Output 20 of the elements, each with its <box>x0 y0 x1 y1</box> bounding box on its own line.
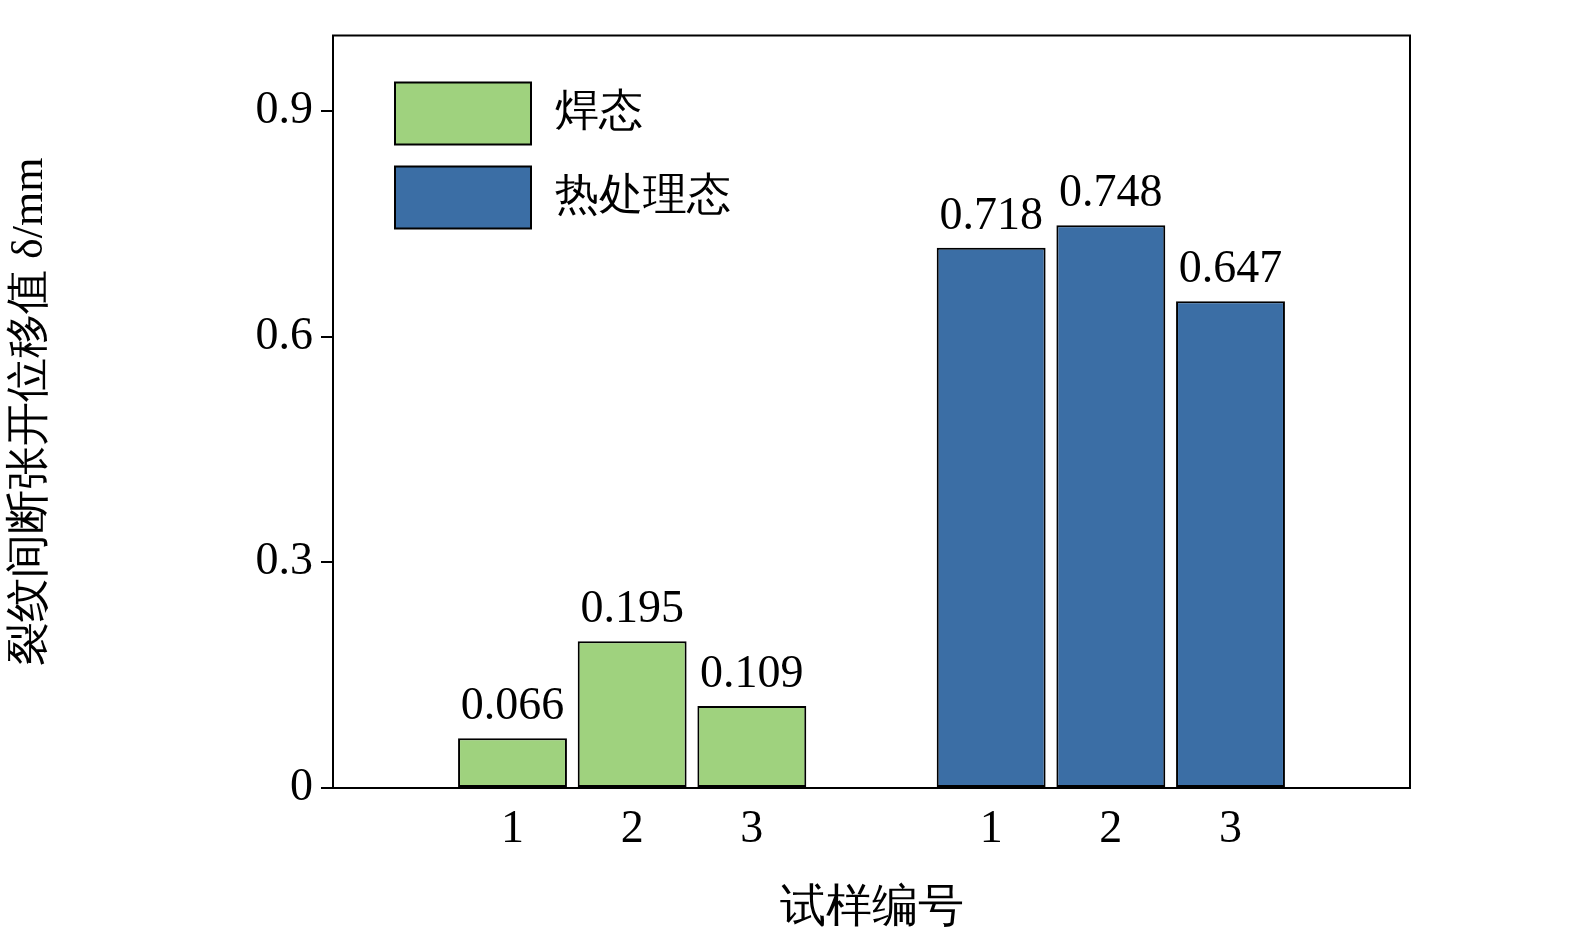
y-tick-label: 0.9 <box>255 81 313 133</box>
y-tick-label: 0.6 <box>255 307 313 359</box>
y-axis-title: 裂纹间断张开位移值 δ/mm <box>2 157 52 666</box>
x-tick-label: 1 <box>979 800 1003 852</box>
data-label: 0.066 <box>460 678 565 730</box>
data-label: 0.109 <box>700 646 804 698</box>
data-label: 0.647 <box>1178 241 1283 293</box>
data-label: 0.195 <box>580 581 684 633</box>
y-tick-label: 0 <box>290 759 313 811</box>
x-tick-label: 3 <box>1219 800 1242 852</box>
legend-label: 热处理态 <box>555 170 731 220</box>
x-tick-label: 2 <box>1099 800 1123 852</box>
x-tick-label: 3 <box>740 800 764 852</box>
data-label: 0.718 <box>939 187 1043 239</box>
data-label: 0.748 <box>1059 165 1163 217</box>
x-tick-label: 2 <box>620 800 644 852</box>
y-tick-label: 0.3 <box>255 533 313 585</box>
legend-label: 焊态 <box>555 86 643 136</box>
x-tick-label: 1 <box>501 800 524 852</box>
x-axis-title: 试样编号 <box>779 880 964 932</box>
